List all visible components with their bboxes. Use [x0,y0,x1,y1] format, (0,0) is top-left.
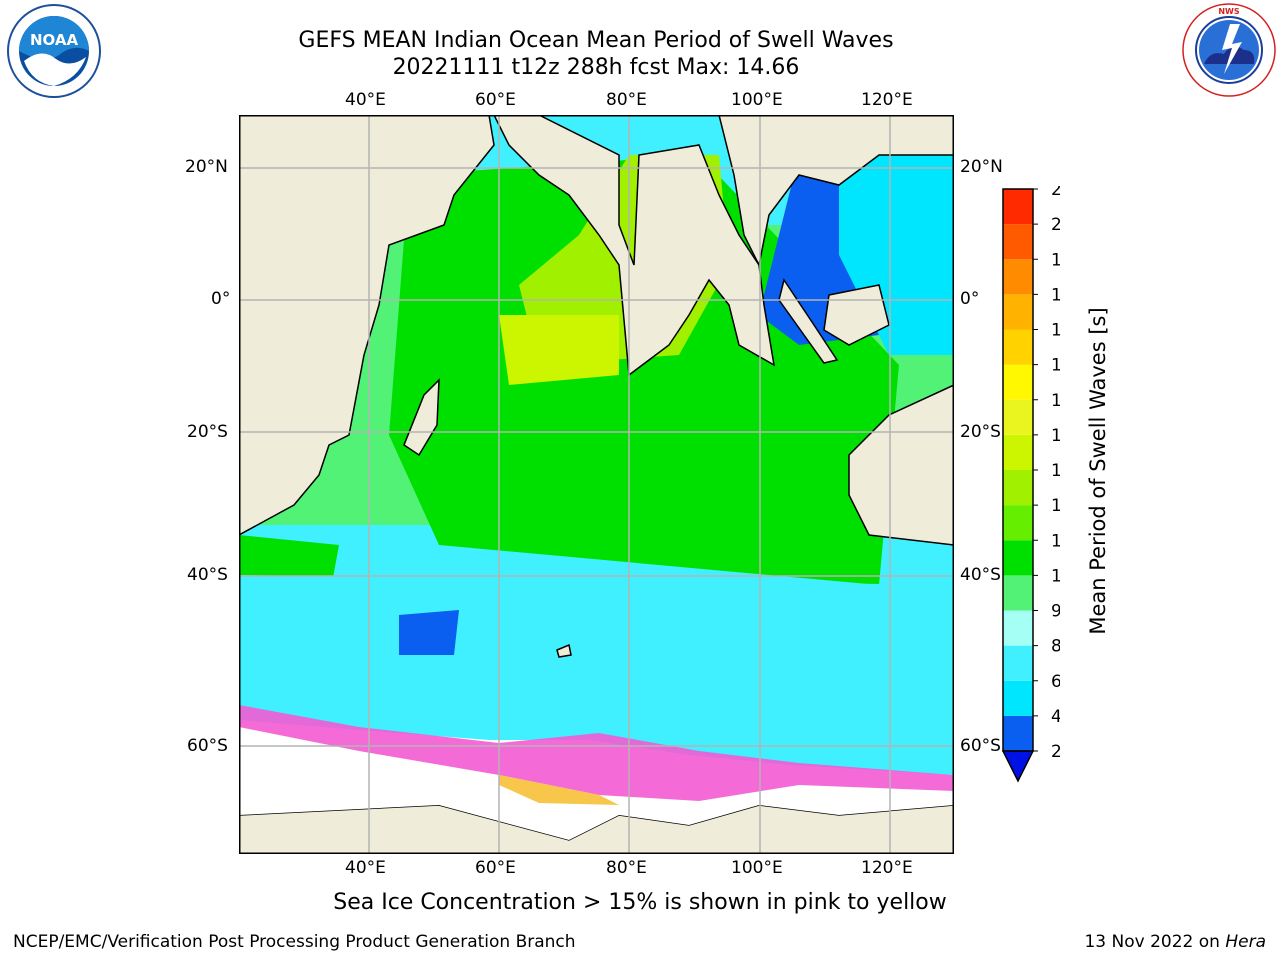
colorbar-tick-label: 18 [1051,285,1060,305]
colorbar-tick-label: 6 [1051,672,1060,692]
colorbar-tick-label: 14 [1051,426,1060,446]
colorbar-swatch [1003,434,1033,470]
lat-tick-right: 0° [960,289,980,309]
colorbar-swatch [1003,610,1033,646]
colorbar-tick-label: 19 [1051,250,1060,270]
footer-credit: NCEP/EMC/Verification Post Processing Pr… [13,932,576,952]
colorbar-swatch [1003,540,1033,576]
colorbar-tick-label: 8 [1051,637,1060,657]
noaa-logo: NOAA [4,3,104,99]
lon-tick-bottom: 120°E [861,858,913,878]
colorbar: 2 4 6 8 9 10 11 12 13 14 15 16 17 18 19 20 21 [1000,180,1073,786]
lon-tick-bottom: 40°E [345,858,386,878]
colorbar-swatch [1003,294,1033,330]
colorbar-swatch [1003,329,1033,365]
colorbar-tick-label: 16 [1051,356,1060,376]
lat-tick-left: 20°N [185,157,228,177]
land-masses [239,115,954,854]
colorbar-tick-label: 11 [1051,531,1060,551]
colorbar-swatch [1003,224,1033,260]
lon-tick-bottom: 60°E [475,858,516,878]
footer-date: 13 Nov 2022 on Hera [1084,932,1266,952]
colorbar-tick-label: 2 [1051,742,1060,762]
indian-ocean-map [239,115,954,854]
footer-date-text: 13 Nov 2022 on [1084,932,1226,952]
lat-tick-right: 40°S [960,565,1001,585]
graticule [239,115,954,854]
ocean-southern-low [399,610,459,655]
colorbar-tick-label: 9 [1051,602,1060,622]
lat-tick-right: 20°S [960,422,1001,442]
colorbar-tick-label: 4 [1051,707,1060,727]
land-india [493,115,775,377]
noaa-logo-text: NOAA [30,31,79,49]
colorbar-swatch [1003,189,1033,225]
sea-ice-edge-yellow [499,775,619,805]
land-kerguelen [556,643,572,658]
colorbar-under-arrow [1001,750,1035,783]
map-frame [239,115,954,854]
lat-tick-left: 20°S [187,422,228,442]
ocean-band-high [389,155,899,585]
lat-tick-right: 60°S [960,736,1001,756]
colorbar-tick-label: 10 [1051,566,1060,586]
lon-tick-top: 80°E [606,90,647,110]
lon-tick-top: 100°E [731,90,783,110]
colorbar-swatch [1003,364,1033,400]
colorbar-label: Mean Period of Swell Waves [s] [1086,307,1110,635]
lon-tick-top: 40°E [345,90,386,110]
colorbar-swatch [1003,470,1033,506]
colorbar-tick-label: 13 [1051,461,1060,481]
ocean-southern-band [239,575,954,745]
sea-ice-caption: Sea Ice Concentration > 15% is shown in … [333,890,947,915]
colorbar-tick-label: 12 [1051,496,1060,516]
lon-tick-bottom: 100°E [731,858,783,878]
nws-logo: NWS [1180,2,1278,98]
map-subtitle: 20221111 t12z 288h fcst Max: 14.66 [392,55,800,80]
colorbar-swatch [1003,575,1033,611]
colorbar-swatch [1003,505,1033,541]
land-africa-arabia [239,115,495,536]
ocean-band-peak2 [499,315,619,385]
lat-tick-left: 60°S [187,736,228,756]
colorbar-swatch [1003,715,1033,751]
colorbar-swatch [1003,259,1033,295]
lat-tick-right: 20°N [960,157,1003,177]
colorbar-tick-label: 17 [1051,321,1060,341]
colorbar-swatch [1003,645,1033,681]
map-title: GEFS MEAN Indian Ocean Mean Period of Sw… [298,28,894,53]
land-indochina [718,115,954,268]
land-madagascar [403,378,440,457]
svg-text:NWS: NWS [1218,7,1240,16]
lon-tick-top: 60°E [475,90,516,110]
land-australia [848,384,954,546]
colorbar-swatch [1003,399,1033,435]
colorbar-tick-label: 15 [1051,391,1060,411]
colorbar-tick-label: 21 [1051,186,1060,200]
colorbar-tick-label: 20 [1051,215,1060,235]
lat-tick-left: 0° [211,289,231,309]
lat-tick-left: 40°S [187,565,228,585]
colorbar-swatch [1003,680,1033,716]
lon-tick-top: 120°E [861,90,913,110]
sea-ice-edge [239,705,954,801]
lon-tick-bottom: 80°E [606,858,647,878]
footer-machine: Hera [1225,932,1266,952]
